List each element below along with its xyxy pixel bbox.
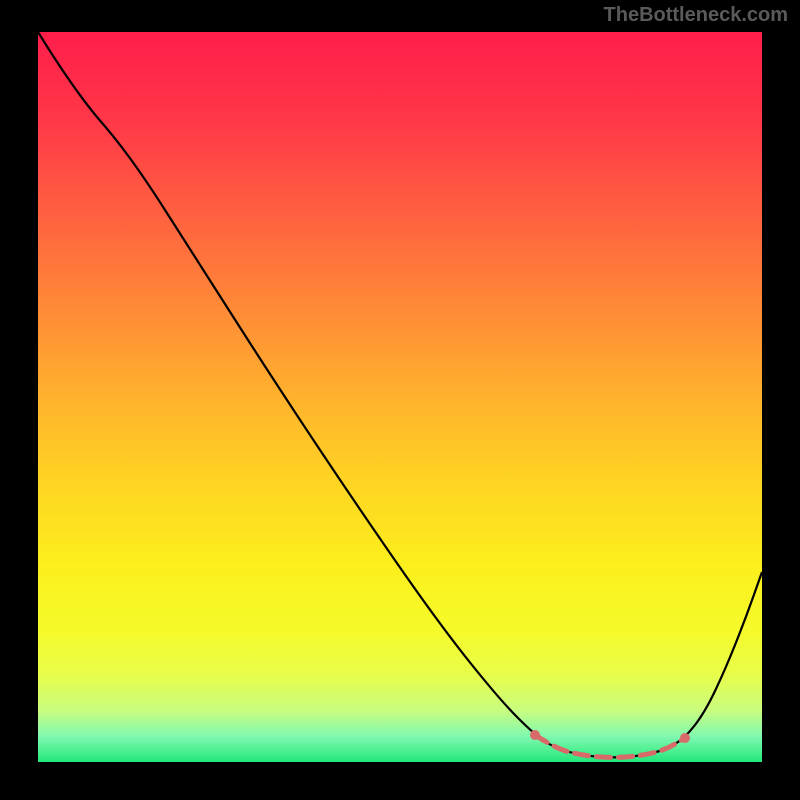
watermark-text: TheBottleneck.com: [604, 4, 788, 27]
bottleneck-chart: [0, 0, 800, 800]
marker-dot: [680, 733, 690, 743]
chart-container: TheBottleneck.com: [0, 0, 800, 800]
marker-dot: [530, 730, 540, 740]
plot-background: [38, 32, 762, 762]
